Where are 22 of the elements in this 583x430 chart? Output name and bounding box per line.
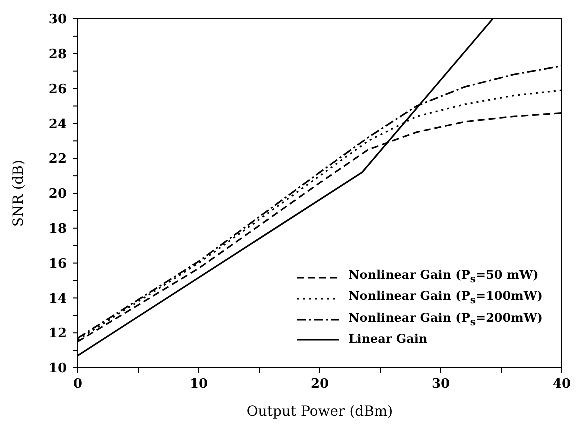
legend-label: Linear Gain xyxy=(348,331,428,348)
y-tick-label: 24 xyxy=(48,117,67,132)
x-tick-label: 40 xyxy=(552,377,572,392)
y-tick-label: 14 xyxy=(48,292,67,307)
x-axis-title: Output Power (dBm) xyxy=(246,404,394,420)
y-axis-title: SNR (dB) xyxy=(10,160,27,228)
x-tick-label: 0 xyxy=(73,377,83,392)
y-tick-label: 20 xyxy=(48,187,67,202)
y-tick-label: 28 xyxy=(48,48,67,63)
y-tick-label: 18 xyxy=(48,222,67,238)
y-tick-label: 30 xyxy=(48,12,67,28)
legend-label: Nonlinear Gain (P$_{s}$=50 mW) xyxy=(348,266,539,288)
x-tick-label: 10 xyxy=(190,377,208,392)
legend-label: Nonlinear Gain (P$_{s}$=100mW) xyxy=(348,288,543,309)
legend-label: Nonlinear Gain (P$_{s}$=200mW) xyxy=(348,310,543,330)
x-tick-label: 20 xyxy=(310,377,330,392)
x-tick-label: 30 xyxy=(432,377,450,392)
y-tick-label: 26 xyxy=(48,82,67,98)
y-tick-label: 16 xyxy=(48,256,67,272)
y-tick-label: 12 xyxy=(48,326,67,342)
y-tick-label: 22 xyxy=(48,152,67,168)
y-tick-label: 10 xyxy=(48,362,67,377)
